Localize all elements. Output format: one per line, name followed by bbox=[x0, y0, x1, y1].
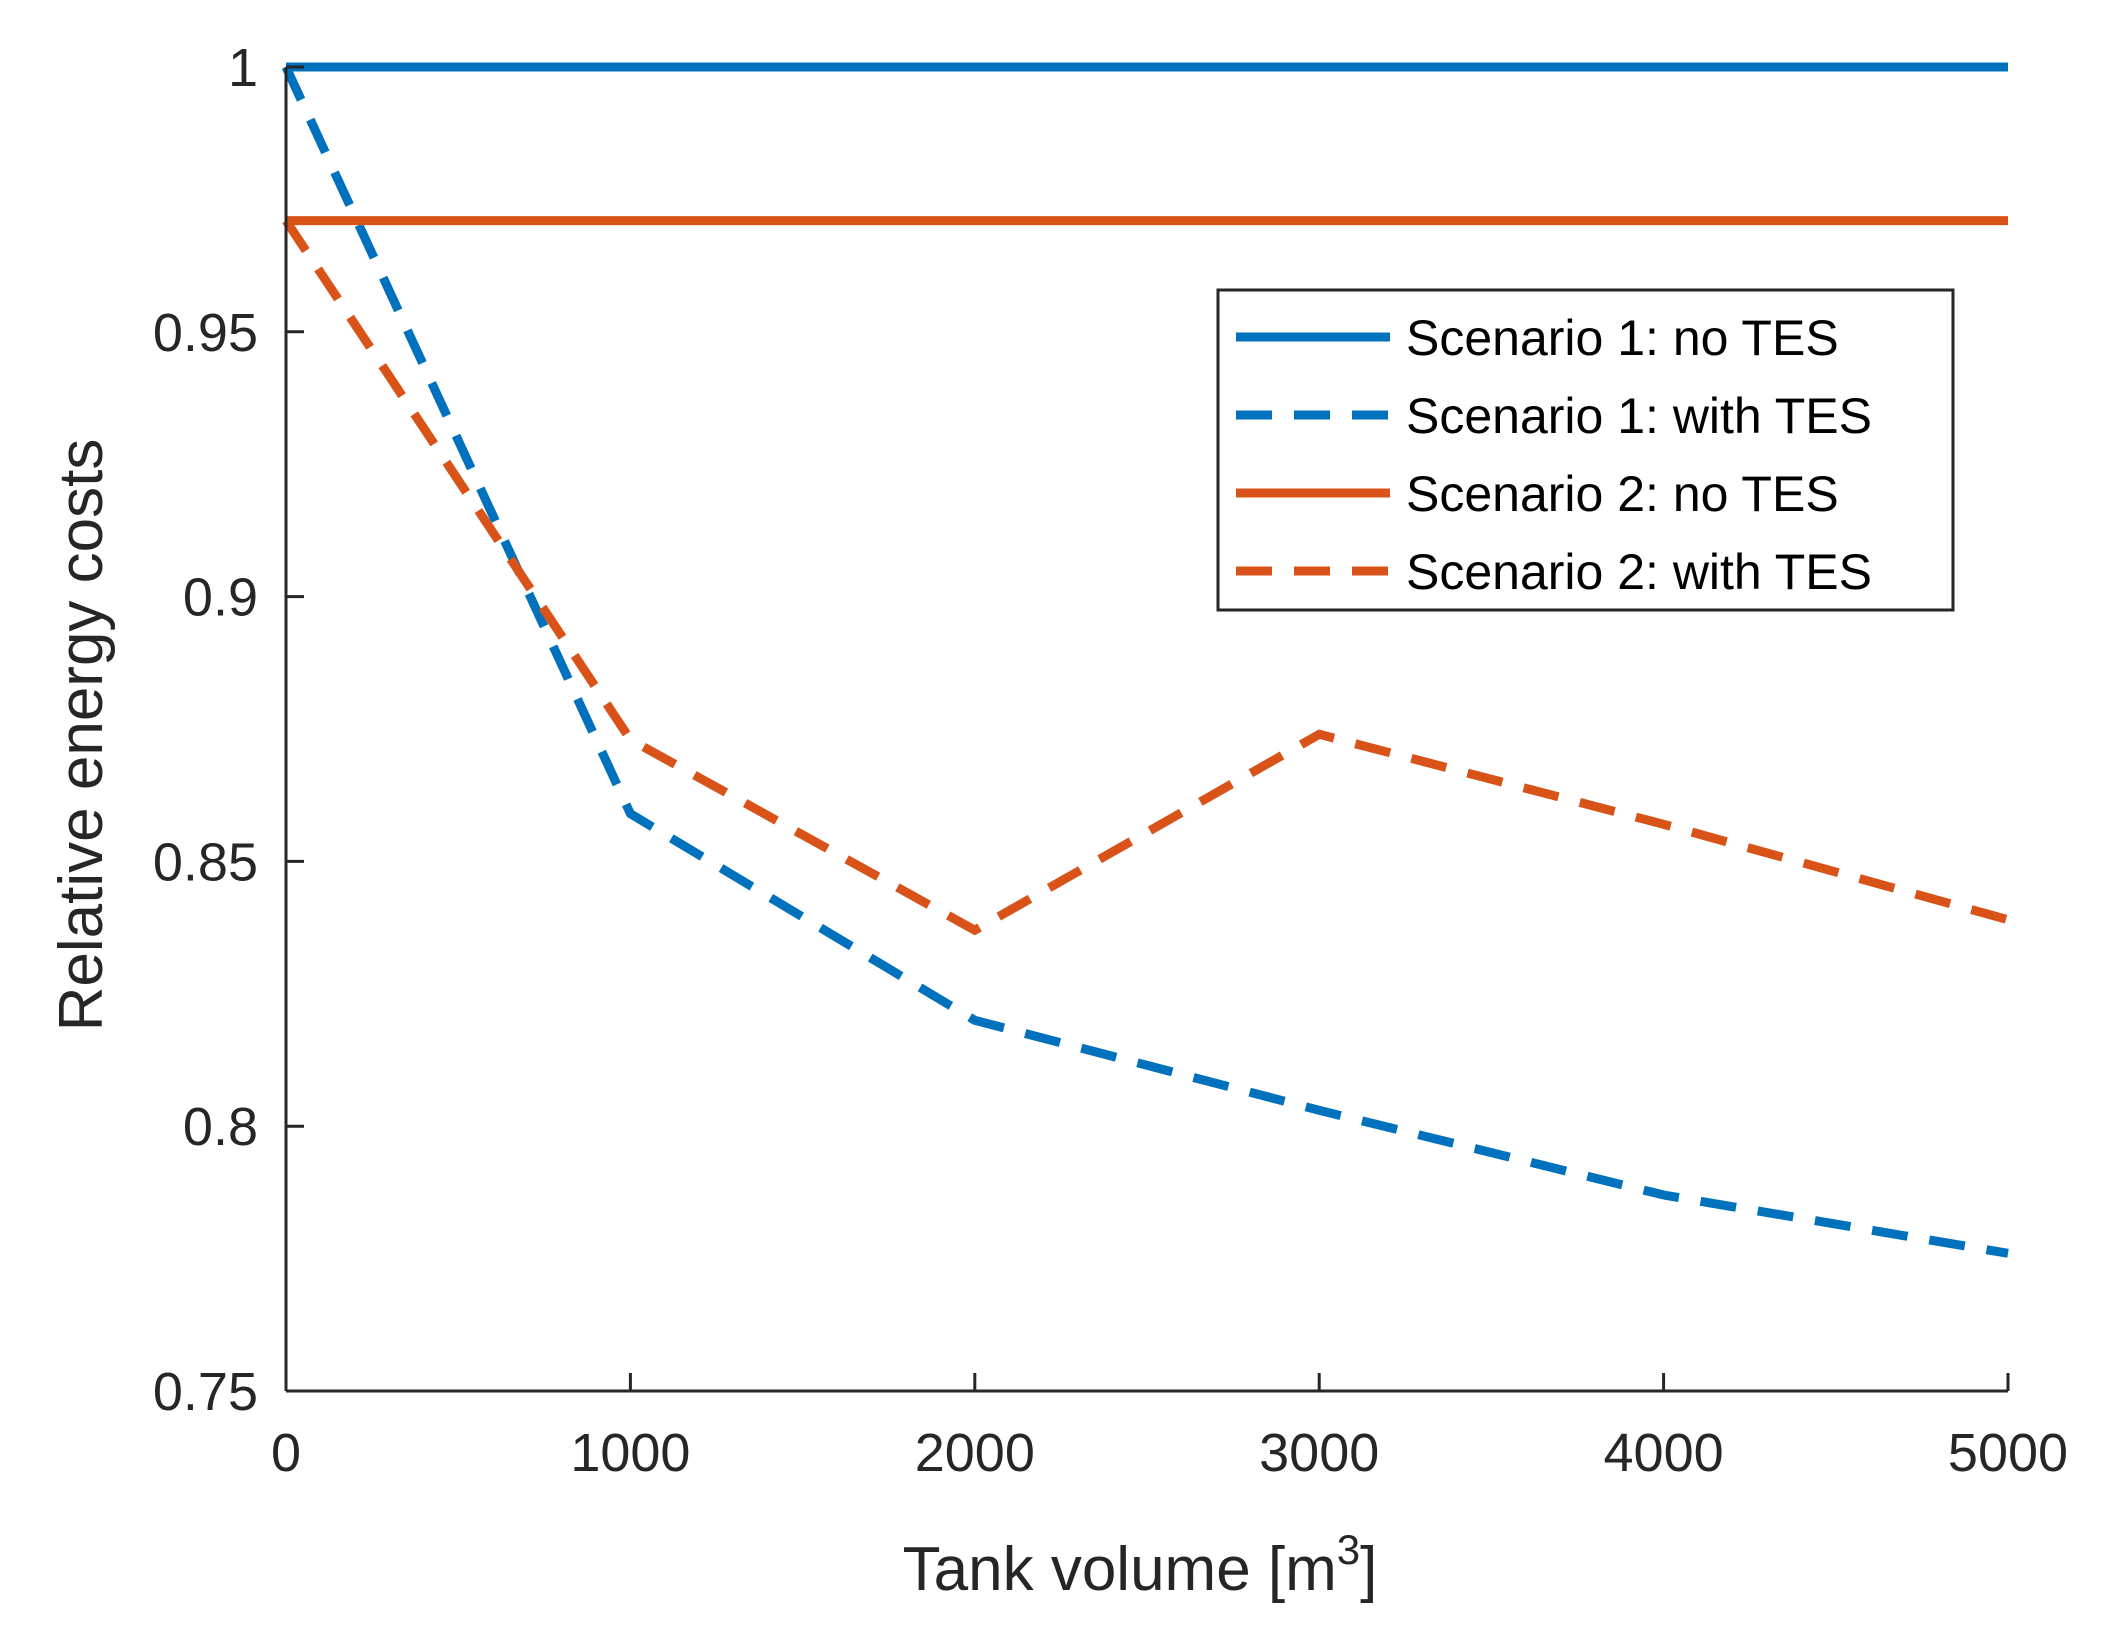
legend-label-scenario-1-no-tes: Scenario 1: no TES bbox=[1406, 310, 1839, 366]
legend: Scenario 1: no TES Scenario 1: with TES Sc… bbox=[1216, 288, 1955, 612]
y-axis-title: Relative energy costs bbox=[47, 439, 116, 1032]
legend-box bbox=[1216, 288, 1955, 612]
y-tick-label: 0.75 bbox=[153, 1362, 258, 1422]
y-tick-label: 0.95 bbox=[153, 303, 258, 363]
series-line-scenario-2-with-tes bbox=[282, 218, 2010, 936]
y-tick-label: 0.8 bbox=[183, 1097, 258, 1157]
y-tick-label: 0.85 bbox=[153, 832, 258, 892]
x-tick-label: 0 bbox=[271, 1423, 301, 1483]
x-axis-title-suffix: ] bbox=[1360, 1535, 1377, 1604]
x-axis-title: Tank volume [m3] bbox=[903, 1526, 1378, 1604]
x-tick-label: 2000 bbox=[915, 1423, 1035, 1483]
x-axis-title-main: Tank volume [m bbox=[903, 1535, 1337, 1604]
x-tick-label: 4000 bbox=[1604, 1423, 1724, 1483]
x-tick-label: 3000 bbox=[1259, 1423, 1379, 1483]
ticks-layer: 0 1000 2000 3000 4000 5000 0.75 0.8 0.85 0.9 0.95 1 bbox=[153, 38, 2068, 1483]
y-tick-label: 1 bbox=[228, 38, 258, 98]
x-axis-title-superscript: 3 bbox=[1337, 1526, 1360, 1573]
legend-label-scenario-2-with-tes: Scenario 2: with TES bbox=[1406, 544, 1872, 600]
axes-layer bbox=[284, 67, 2008, 1393]
legend-label-scenario-2-no-tes: Scenario 2: no TES bbox=[1406, 466, 1839, 522]
y-tick-label: 0.9 bbox=[183, 568, 258, 628]
x-tick-label: 1000 bbox=[570, 1423, 690, 1483]
series-line-scenario-1-with-tes bbox=[281, 65, 2009, 1258]
series-layer bbox=[281, 62, 2010, 1258]
legend-label-scenario-1-with-tes: Scenario 1: with TES bbox=[1406, 388, 1872, 444]
x-tick-label: 5000 bbox=[1948, 1423, 2068, 1483]
